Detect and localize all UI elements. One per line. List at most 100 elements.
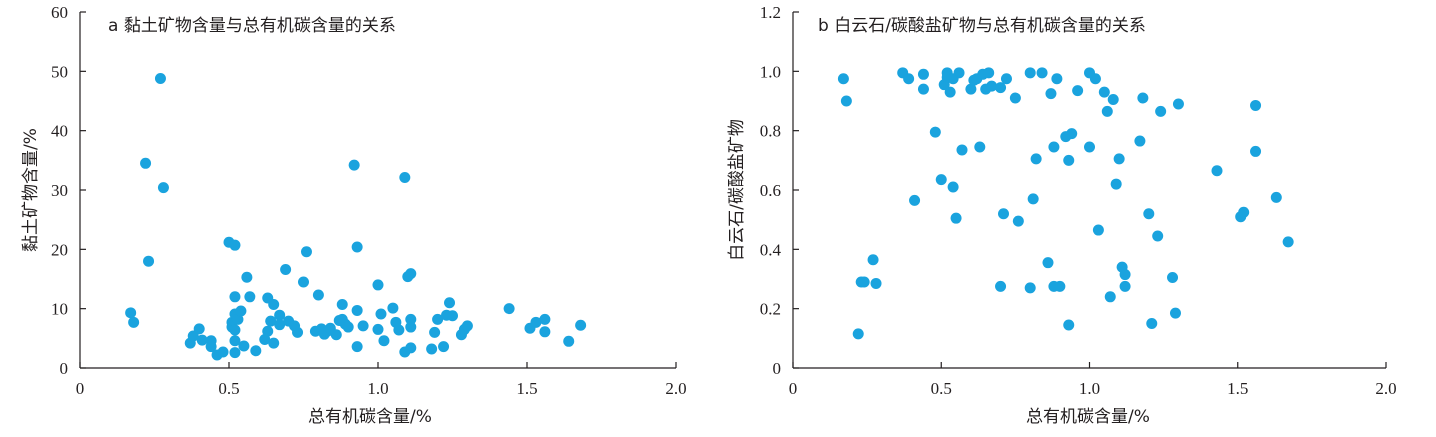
panel-a-data-point	[262, 325, 274, 337]
panel-a-data-point	[563, 335, 575, 347]
panel-a-y-tick-label: 60	[51, 3, 68, 22]
panel-b-x-axis-title: 总有机碳含量/%	[1026, 407, 1150, 427]
panel-b-x-tick-label: 0.5	[931, 379, 952, 398]
panel-b-data-point	[1169, 307, 1181, 319]
panel-a-data-point	[372, 279, 384, 291]
panel-a-data-point	[259, 334, 271, 346]
panel-a-data-point	[229, 291, 241, 303]
panel-a-data-point	[229, 239, 241, 251]
panel-b-data-point	[1119, 280, 1131, 292]
panel-b-x-tick-label: 1.0	[1079, 379, 1100, 398]
panel-b-data-point	[1000, 73, 1012, 85]
panel-a-data-point	[232, 313, 244, 325]
panel-b-data-point	[903, 73, 915, 85]
panel-b-data-point	[1027, 193, 1039, 205]
panel-a-data-point	[438, 341, 450, 353]
panel-b-data-point	[935, 174, 947, 186]
panel-a-data-point	[393, 324, 405, 336]
panel-b-data-point	[1063, 319, 1075, 331]
panel-b-data-point	[1134, 135, 1146, 147]
panel-a-data-point	[298, 276, 309, 288]
panel-b-x-tick-label: 1.5	[1227, 379, 1248, 398]
panel-a-data-point	[405, 268, 417, 280]
panel-a-data-point	[268, 337, 280, 349]
panel-b-data-point	[1009, 92, 1021, 104]
panel-a-data-point	[300, 246, 312, 258]
panel-a-data-point	[387, 302, 399, 314]
panel-b-data-point	[1143, 208, 1155, 220]
panel-b-data-point	[1250, 99, 1262, 111]
panel-a-data-point	[429, 326, 441, 338]
panel-a-data-point	[530, 316, 542, 328]
panel-a-data-point	[268, 299, 280, 311]
panel-a-x-tick-label: 2.0	[665, 379, 686, 398]
panel-b-y-tick-label: 1.0	[760, 62, 781, 81]
panel-b-data-point	[995, 280, 1007, 292]
panel-a-data-point	[351, 341, 363, 353]
panel-b-data-point	[1172, 98, 1184, 110]
panel-b-data-point	[1107, 94, 1119, 106]
panel-a-data-point	[217, 346, 229, 358]
panel-a-data-point	[399, 172, 411, 184]
panel-b-data-point	[858, 276, 870, 288]
panel-a-data-point	[154, 72, 166, 84]
panel-a-data-point	[330, 329, 342, 341]
panel-a-data-point	[336, 299, 348, 311]
panel-a-data-point	[244, 291, 256, 303]
panel-a-data-point	[229, 324, 241, 336]
panel-a-data-point	[405, 321, 417, 333]
panel-a-data-point	[372, 323, 384, 335]
panel-a-data-point	[274, 309, 286, 321]
panel-a-data-point	[235, 305, 247, 317]
panel-b-data-point	[1072, 85, 1084, 97]
panel-a-data-point	[348, 159, 360, 171]
panel-a-y-tick-label: 20	[51, 240, 68, 259]
panel-b-data-point	[1089, 73, 1101, 85]
panel-b-data-point	[944, 86, 956, 98]
panel-b-data-point	[1012, 215, 1024, 227]
panel-a-data-point	[265, 315, 277, 327]
panel-a-data-point	[241, 271, 253, 283]
panel-b-data-point	[965, 83, 977, 95]
panel-b-data-point	[870, 277, 882, 289]
panel-b-data-point	[1054, 280, 1066, 292]
panel-b-y-tick-label: 0.2	[760, 300, 781, 319]
panel-a-clay-vs-toc: a 黏土矿物含量与总有机碳含量的关系 总有机碳含量/% 黏土矿物含量/% 0 0.…	[21, 3, 687, 427]
panel-b-y-axis-title: 白云石/碳酸盐矿物	[727, 119, 747, 261]
panel-a-data-point	[461, 320, 473, 332]
panel-b-x-tick-label: 2.0	[1375, 379, 1396, 398]
panel-a-data-point	[312, 289, 324, 301]
panel-a-y-tick-label: 40	[51, 122, 68, 141]
panel-b-data-point	[1051, 73, 1063, 85]
panel-b-data-point	[1066, 128, 1078, 140]
panel-b-data-point	[867, 254, 879, 266]
panel-b-data-point	[986, 80, 998, 92]
panel-b-data-point	[1048, 141, 1060, 153]
panel-b-data-point	[852, 328, 864, 340]
panel-b-data-point	[1167, 272, 1179, 284]
panel-a-x-tick-label: 1.0	[367, 379, 388, 398]
panel-b-title: b 白云石/碳酸盐矿物与总有机碳含量的关系	[818, 16, 1146, 36]
panel-a-data-point	[539, 326, 551, 338]
panel-b-data-point	[953, 67, 965, 79]
panel-a-data-point	[342, 321, 354, 333]
panel-b-data-point	[917, 68, 929, 80]
panel-a-title: a 黏土矿物含量与总有机碳含量的关系	[108, 16, 396, 36]
panel-b-data-point	[974, 141, 986, 153]
panel-b-data-point	[1250, 145, 1262, 157]
panel-b-dolomite-vs-toc: b 白云石/碳酸盐矿物与总有机碳含量的关系 总有机碳含量/% 白云石/碳酸盐矿物…	[727, 3, 1397, 427]
panel-a-x-axis-title: 总有机碳含量/%	[308, 407, 432, 427]
panel-a-data-point	[125, 307, 137, 319]
panel-a-data-point	[143, 255, 155, 267]
panel-b-data-point	[1045, 88, 1057, 100]
panel-b-data-point	[1042, 257, 1054, 269]
panel-a-data-point	[280, 264, 292, 276]
panel-a-y-tick-label: 0	[60, 359, 69, 378]
panel-a-data-point	[229, 335, 241, 347]
panel-b-data-point	[1024, 282, 1036, 294]
panel-b-data-point	[1137, 92, 1149, 104]
panel-b-data-point	[909, 194, 921, 206]
panel-a-data-point	[503, 303, 515, 315]
panel-b-data-point	[956, 144, 968, 156]
